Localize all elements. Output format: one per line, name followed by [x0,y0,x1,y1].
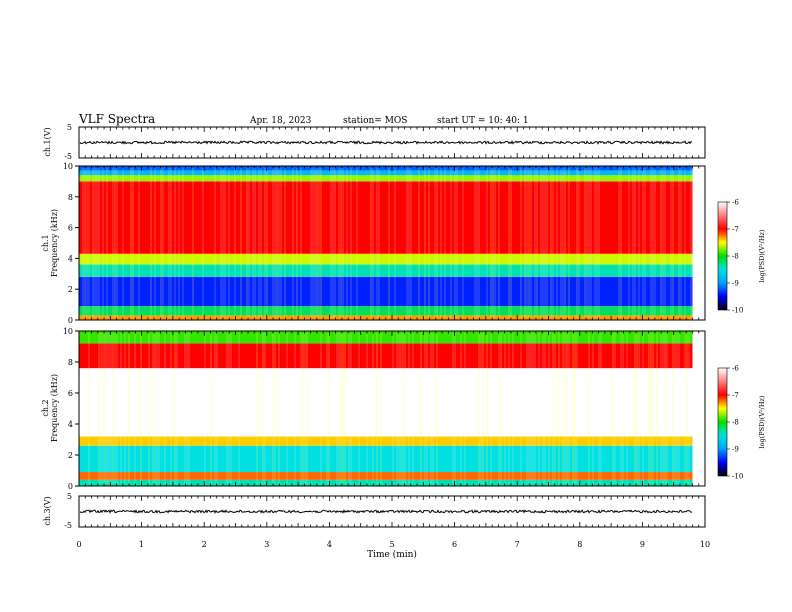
ch1-waveform-trace [79,140,692,145]
ch1-frequency-ticks: 0 2 4 6 8 10 [63,162,79,325]
time-tick-label: 0 [76,540,81,549]
spectrogram-band [79,331,693,344]
frequency-tick-label: 0 [68,482,73,491]
frequency-tick-label: 10 [63,327,73,336]
colorbar-scale [717,201,728,311]
ch1-frequency-label: Frequency (kHz) [50,209,59,277]
colorbar-tick-label: -6 [732,199,739,207]
ch1-ytick-bottom: -5 [64,152,72,161]
ch2-frequency-label: Frequency (kHz) [50,374,59,442]
spectrogram-band [79,445,693,473]
ch1-colorbar: -6 -7 -8 -9 -10 log(PSD)(V²/Hz) [717,199,766,315]
frequency-tick-label: 6 [68,224,73,233]
spectrogram-band [79,276,693,307]
frequency-tick-label: 6 [68,389,73,398]
spectrogram-band [79,479,693,486]
time-tick-label: 9 [640,540,645,549]
colorbar-tick-label: -10 [732,473,743,481]
ch2-spectrogram-image [78,331,693,486]
spectrogram-band [79,368,693,437]
frequency-tick-label: 10 [63,162,73,171]
time-tick-label: 4 [327,540,332,549]
colorbar-label: log(PSD)(V²/Hz) [758,229,766,282]
date-label: Apr. 18, 2023 [249,116,312,126]
time-axis-label: Time (min) [367,549,417,560]
time-tick-label: 10 [700,540,710,549]
colorbar-scale [717,367,728,477]
frequency-tick-label: 2 [68,285,73,294]
spectrogram-band [79,170,693,176]
colorbar-tick-label: -10 [732,307,743,315]
spectrogram-band [79,253,693,265]
time-tick-label: 1 [139,540,144,549]
start-time-label: start UT = 10: 40: 1 [437,116,529,126]
ch2-channel-label: ch.2 [41,399,50,416]
ch3-ytick-bottom: -5 [64,521,72,530]
ch3-waveform-panel: 5 -5 ch.3(V) [43,492,706,530]
ch1-ytick-top: 5 [67,123,72,132]
time-tick-label: 5 [389,540,394,549]
ch1-channel-label: ch.1 [41,234,50,251]
ch1-waveform-ylabel: ch.1(V) [43,127,52,156]
ch2-spectrogram-panel: 0 2 4 6 8 10 ch.2 Frequency (kHz) [41,327,706,491]
figure-title: VLF Spectra [78,112,155,126]
spectrogram-band [79,175,693,182]
colorbar-tick-label: -7 [732,392,739,400]
colorbar-label: log(PSD)(V²/Hz) [758,395,766,448]
time-tick-label: 8 [577,540,582,549]
frequency-tick-label: 4 [68,254,73,263]
frequency-tick-label: 8 [68,358,73,367]
spectrogram-band [79,436,693,446]
time-tick-label: 7 [515,540,520,549]
time-tick-label: 3 [264,540,269,549]
colorbar-tick-label: -9 [732,446,739,454]
ch1-spectrogram-image [78,166,693,320]
spectrogram-band [79,472,693,480]
frequency-tick-label: 0 [68,316,73,325]
colorbar-tick-label: -8 [732,419,739,427]
ch1-spectrogram-panel: 0 2 4 6 8 10 ch.1 Frequency (kHz) [41,162,706,325]
frequency-tick-label: 4 [68,420,73,429]
colorbar-tick-label: -9 [732,280,739,288]
time-tick-label: 2 [202,540,207,549]
ch2-colorbar: -6 -7 -8 -9 -10 log(PSD)(V²/Hz) [717,365,766,481]
colorbar-tick-label: -7 [732,226,739,234]
ch3-ytick-top: 5 [67,492,72,501]
frequency-tick-label: 2 [68,451,73,460]
ch2-frequency-ticks: 0 2 4 6 8 10 [63,327,79,491]
colorbar-tick-label: -6 [732,365,739,373]
spectrogram-band [79,181,693,254]
time-axis-ticks: 0 1 2 3 4 5 6 7 8 9 10 [76,127,710,549]
ch3-waveform-ylabel: ch.3(V) [43,496,52,525]
time-tick-label: 6 [452,540,457,549]
spectrogram-band [79,264,693,277]
spectrogram-band [79,306,693,316]
frequency-tick-label: 8 [68,193,73,202]
colorbar-tick-label: -8 [732,253,739,261]
ch3-waveform-trace [79,509,693,514]
station-label: station= MOS [343,116,407,126]
spectrogram-band [79,343,693,369]
ch1-waveform-panel: 5 -5 ch.1(V) [43,123,706,161]
